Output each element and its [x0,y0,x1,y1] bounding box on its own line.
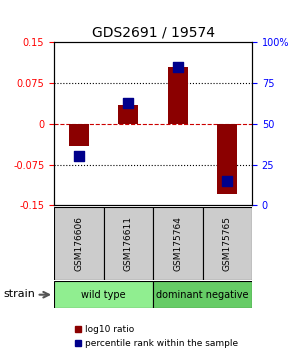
Bar [202,207,252,280]
Bar [153,281,252,308]
Text: GSM175764: GSM175764 [173,216,182,271]
Point [225,178,230,184]
Bar [69,124,89,145]
Bar [153,207,202,280]
Text: wild type: wild type [81,290,126,300]
Point [76,154,81,159]
Text: strain: strain [3,289,35,299]
Text: GSM176611: GSM176611 [124,216,133,271]
Bar [118,105,138,124]
Bar [218,124,237,194]
Bar [103,207,153,280]
Point [176,64,180,70]
Text: dominant negative: dominant negative [156,290,249,300]
Text: GSM175765: GSM175765 [223,216,232,271]
Legend: log10 ratio, percentile rank within the sample: log10 ratio, percentile rank within the … [72,323,240,349]
Text: GSM176606: GSM176606 [74,216,83,271]
Title: GDS2691 / 19574: GDS2691 / 19574 [92,26,214,40]
Point [126,100,131,105]
Bar [54,281,153,308]
Bar [168,67,188,124]
Bar [54,207,104,280]
